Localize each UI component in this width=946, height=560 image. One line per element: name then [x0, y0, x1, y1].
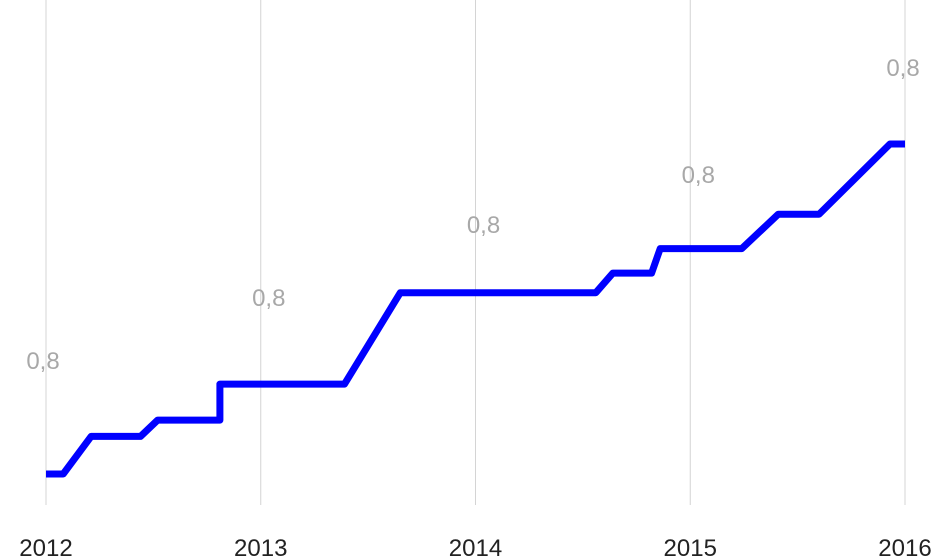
x-tick-label: 2015 — [664, 535, 717, 560]
x-tick-label: 2014 — [449, 535, 502, 560]
x-tick-label: 2013 — [234, 535, 287, 560]
data-label: 0,8 — [26, 348, 59, 375]
data-label: 0,8 — [682, 162, 715, 189]
x-tick-layer: 2012 2013 2014 2015 2016 — [19, 535, 931, 560]
data-label: 0,8 — [886, 55, 919, 82]
x-tick-label: 2012 — [19, 535, 72, 560]
x-tick-label: 2016 — [878, 535, 931, 560]
data-label: 0,8 — [467, 212, 500, 239]
series-layer — [46, 140, 905, 478]
series-line — [46, 140, 905, 478]
data-label-layer: 0,8 0,8 0,8 0,8 0,8 — [26, 55, 919, 375]
grid-layer — [45, 0, 906, 505]
data-label: 0,8 — [252, 285, 285, 312]
